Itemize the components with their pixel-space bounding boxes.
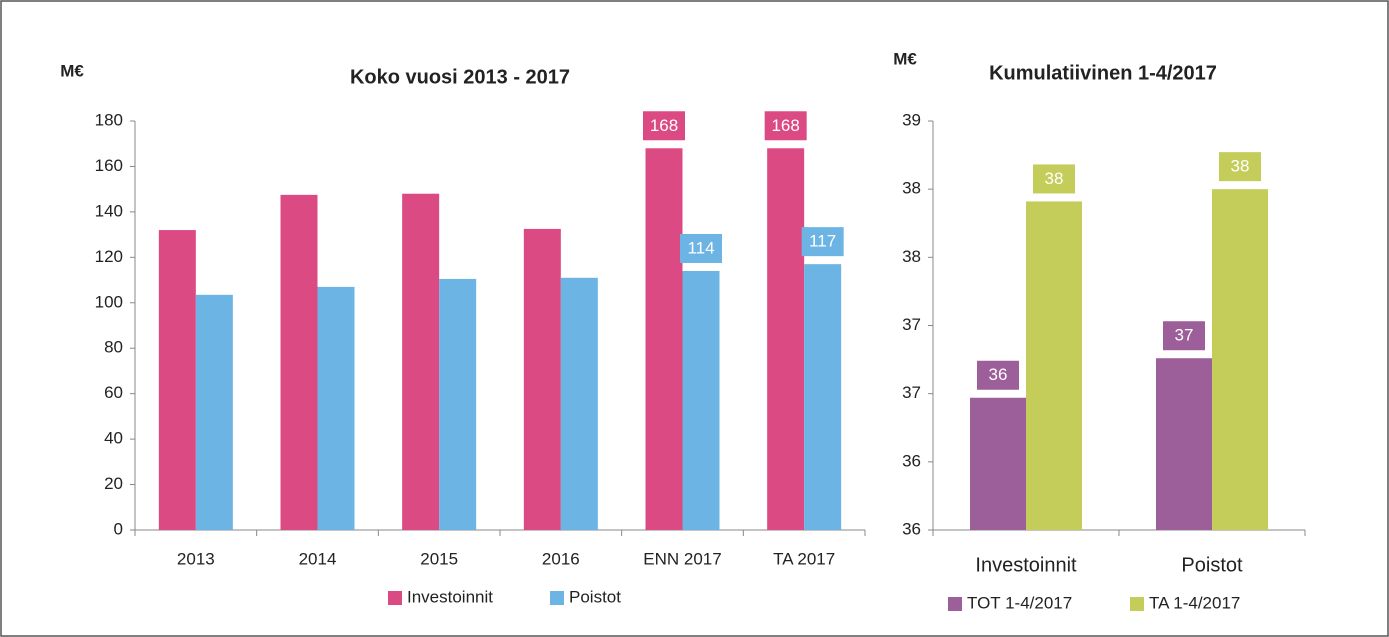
data-label-box xyxy=(764,111,807,141)
bar xyxy=(560,277,598,530)
data-label-box xyxy=(680,233,722,263)
bar xyxy=(1212,189,1268,530)
legend-label: TOT 1-4/2017 xyxy=(967,593,1072,612)
data-label: 37 xyxy=(1175,326,1194,345)
bar xyxy=(645,148,683,530)
y-tick-label: 100 xyxy=(95,292,123,311)
x-tick-label: Poistot xyxy=(1181,554,1243,576)
x-tick-label: ENN 2017 xyxy=(643,549,721,568)
data-label: 117 xyxy=(809,232,836,251)
bar xyxy=(523,228,561,531)
bar xyxy=(195,294,233,530)
y-tick-label: 38 xyxy=(902,247,921,266)
bar xyxy=(158,230,196,531)
data-label-box xyxy=(643,111,685,141)
data-label: 168 xyxy=(771,116,799,135)
y-tick-label: 37 xyxy=(902,383,921,402)
x-tick-label: Investoinnit xyxy=(975,554,1077,576)
data-label: 168 xyxy=(650,116,678,135)
legend-label: TA 1-4/2017 xyxy=(1149,593,1240,612)
x-tick-label: 2013 xyxy=(177,549,215,568)
y-tick-label: 38 xyxy=(902,179,921,198)
bar xyxy=(280,194,318,530)
bar xyxy=(767,148,805,530)
bar xyxy=(1156,358,1212,530)
y-tick-label: 180 xyxy=(95,110,123,129)
y-tick-label: 37 xyxy=(902,315,921,334)
bar xyxy=(439,278,477,530)
data-label-box xyxy=(801,227,844,257)
bar xyxy=(402,193,440,530)
legend-swatch xyxy=(948,597,962,611)
bar xyxy=(682,270,720,530)
x-tick-label: 2014 xyxy=(299,549,337,568)
y-tick-label: 39 xyxy=(902,110,921,129)
y-tick-label: 20 xyxy=(104,474,123,493)
x-tick-label: TA 2017 xyxy=(773,549,835,568)
data-label-box xyxy=(1033,164,1075,194)
bar xyxy=(804,264,842,530)
y-tick-label: 80 xyxy=(104,338,123,357)
legend-swatch xyxy=(1130,597,1144,611)
y-axis-label: M€ xyxy=(60,61,84,80)
x-tick-label: 2016 xyxy=(542,549,580,568)
y-tick-label: 0 xyxy=(114,519,123,538)
data-label: 38 xyxy=(1045,169,1064,188)
y-tick-label: 140 xyxy=(95,201,123,220)
x-tick-label: 2015 xyxy=(420,549,458,568)
y-tick-label: 120 xyxy=(95,247,123,266)
data-label: 114 xyxy=(687,238,714,257)
y-tick-label: 160 xyxy=(95,156,123,175)
y-tick-label: 36 xyxy=(902,451,921,470)
chart-title: Kumulatiivinen 1-4/2017 xyxy=(989,62,1217,84)
data-label: 36 xyxy=(989,365,1008,384)
data-label-box xyxy=(977,360,1019,390)
data-label-box xyxy=(1219,152,1261,182)
legend-swatch xyxy=(388,591,402,605)
bar xyxy=(970,397,1026,530)
data-label-box xyxy=(1163,321,1205,351)
y-tick-label: 36 xyxy=(902,519,921,538)
y-tick-label: 40 xyxy=(104,429,123,448)
chart-title: Koko vuosi 2013 - 2017 xyxy=(350,66,570,88)
legend-label: Poistot xyxy=(569,587,621,606)
y-tick-label: 60 xyxy=(104,383,123,402)
legend-label: Investoinnit xyxy=(407,587,493,606)
legend-swatch xyxy=(550,591,564,605)
bar xyxy=(317,286,355,530)
y-axis-label: M€ xyxy=(893,49,917,68)
data-label: 38 xyxy=(1231,157,1250,176)
bar xyxy=(1026,201,1082,531)
